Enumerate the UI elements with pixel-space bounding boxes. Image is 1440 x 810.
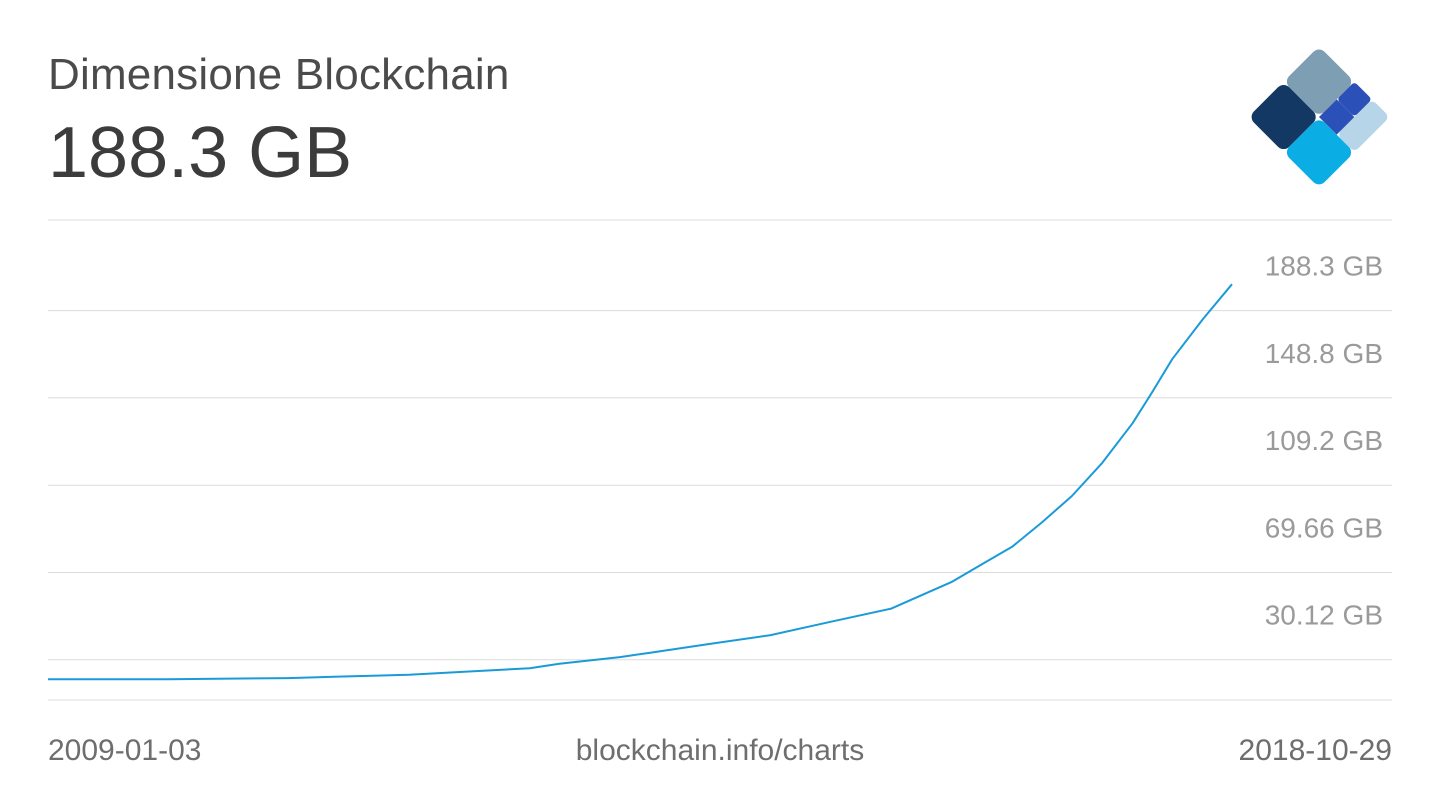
chart-title: Dimensione Blockchain	[48, 50, 510, 99]
blockchain-logo-icon	[1251, 49, 1388, 185]
y-tick-label: 148.8 GB	[1265, 338, 1383, 369]
y-tick-label: 69.66 GB	[1265, 512, 1383, 543]
y-tick-label: 188.3 GB	[1265, 251, 1383, 282]
current-value: 188.3 GB	[48, 113, 353, 193]
series-line	[48, 283, 1233, 681]
x-axis-end-label: 2018-10-29	[1238, 734, 1392, 767]
x-axis-start-label: 2009-01-03	[48, 734, 202, 767]
source-link[interactable]: blockchain.info/charts	[575, 734, 865, 767]
y-tick-label: 30.12 GB	[1265, 600, 1383, 631]
y-tick-label: 109.2 GB	[1265, 425, 1383, 456]
